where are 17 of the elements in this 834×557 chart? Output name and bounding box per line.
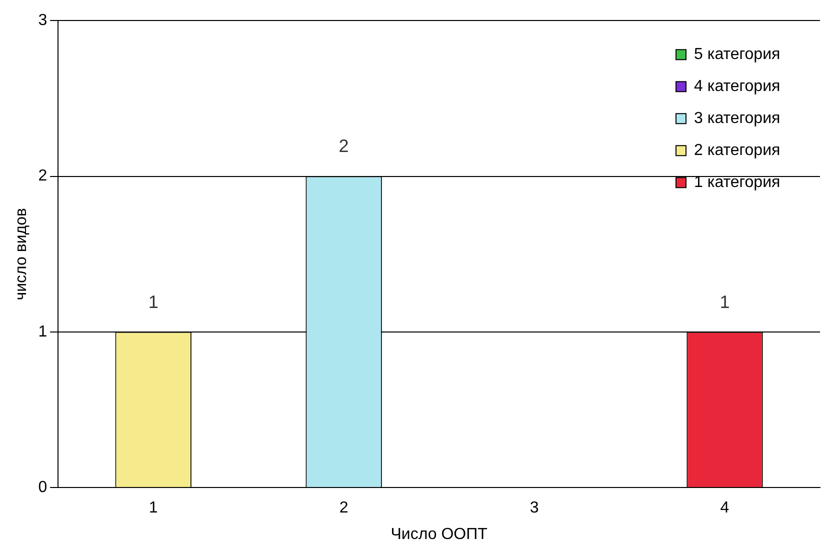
- x-tick-label: 4: [720, 500, 730, 517]
- x-axis-title: Число ООПТ: [390, 526, 488, 543]
- y-tick-label: 1: [38, 323, 48, 340]
- x-tick-label: 3: [530, 500, 539, 517]
- x-tick-label: 2: [339, 500, 348, 517]
- legend-label: 4 категория: [694, 78, 780, 96]
- total-label: 1: [148, 292, 158, 312]
- legend-label: 3 категория: [694, 110, 780, 128]
- y-tick-label: 0: [38, 479, 48, 496]
- total-label: 1: [720, 292, 730, 312]
- y-tick-label: 2: [38, 168, 48, 185]
- x-tick-label: 1: [148, 500, 158, 517]
- legend-label: 5 категория: [694, 46, 780, 64]
- y-tick-label: 3: [38, 12, 48, 30]
- legend-label: 2 категория: [694, 142, 780, 160]
- total-label: 2: [338, 136, 349, 156]
- y-axis-title: число видов: [13, 208, 30, 300]
